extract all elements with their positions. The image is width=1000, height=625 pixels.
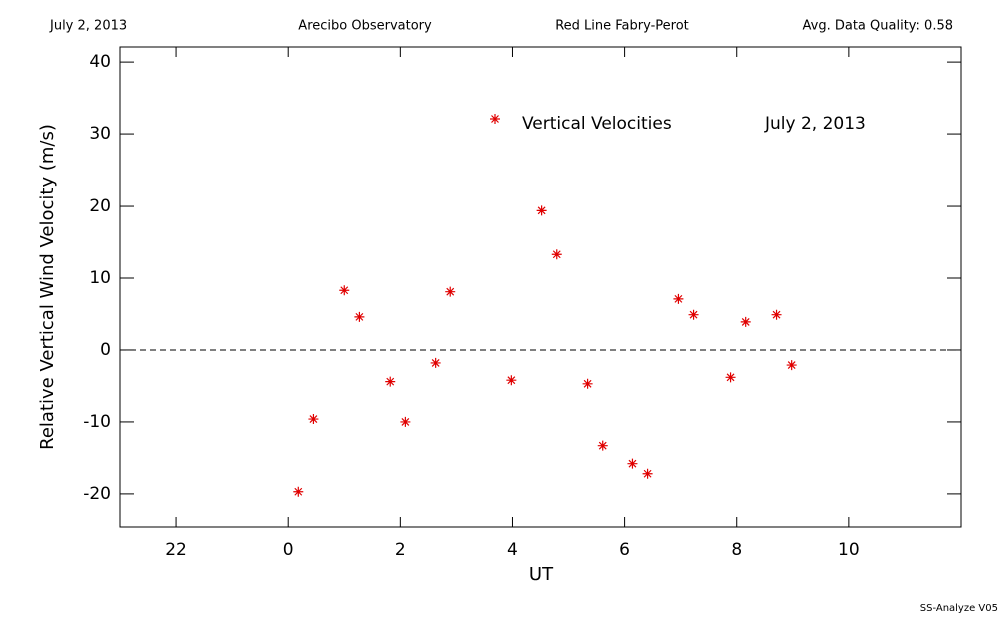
y-tick-label: 0: [100, 340, 111, 360]
data-point: [688, 309, 699, 320]
x-axis-label: UT: [529, 564, 554, 585]
y-axis-label: Relative Vertical Wind Velocity (m/s): [37, 124, 58, 450]
data-point: [786, 360, 797, 371]
data-point: [771, 309, 782, 320]
data-point: [551, 249, 562, 260]
y-tick-label: 20: [89, 196, 111, 216]
data-point: [430, 357, 441, 368]
y-tick-label: -20: [83, 484, 111, 504]
x-tick-label: 6: [619, 540, 630, 560]
x-tick-label: 0: [283, 540, 294, 560]
data-point: [536, 205, 547, 216]
footer: SS-Analyze V05: [920, 603, 998, 614]
x-tick-label: 10: [838, 540, 860, 560]
header-date: July 2, 2013: [49, 19, 127, 34]
data-point: [308, 414, 319, 425]
x-tick-label: 2: [395, 540, 406, 560]
x-tick-label: 22: [165, 540, 187, 560]
header-instrument: Red Line Fabry-Perot: [555, 19, 689, 34]
x-tick-label: 4: [507, 540, 518, 560]
data-point: [293, 486, 304, 497]
data-point: [385, 376, 396, 387]
header-observatory: Arecibo Observatory: [298, 19, 432, 34]
x-tick-label: 8: [731, 540, 742, 560]
data-point: [354, 311, 365, 322]
data-point: [642, 468, 653, 479]
plot-frame: [119, 46, 962, 528]
y-tick-label: 40: [89, 52, 111, 72]
y-tick-label: 10: [89, 268, 111, 288]
data-point: [597, 440, 608, 451]
data-point: [582, 378, 593, 389]
header-quality: Avg. Data Quality: 0.58: [803, 19, 953, 34]
legend-label: Vertical Velocities: [522, 114, 672, 134]
legend-marker: [490, 114, 500, 124]
data-point: [673, 293, 684, 304]
data-point: [506, 375, 517, 386]
data-point: [339, 285, 350, 296]
data-point: [725, 372, 736, 383]
y-tick-label: -10: [83, 412, 111, 432]
data-point: [445, 286, 456, 297]
annotation: July 2, 2013: [764, 114, 866, 134]
data-point: [740, 316, 751, 327]
data-point: [627, 458, 638, 469]
y-tick-label: 30: [89, 124, 111, 144]
data-point: [400, 416, 411, 427]
